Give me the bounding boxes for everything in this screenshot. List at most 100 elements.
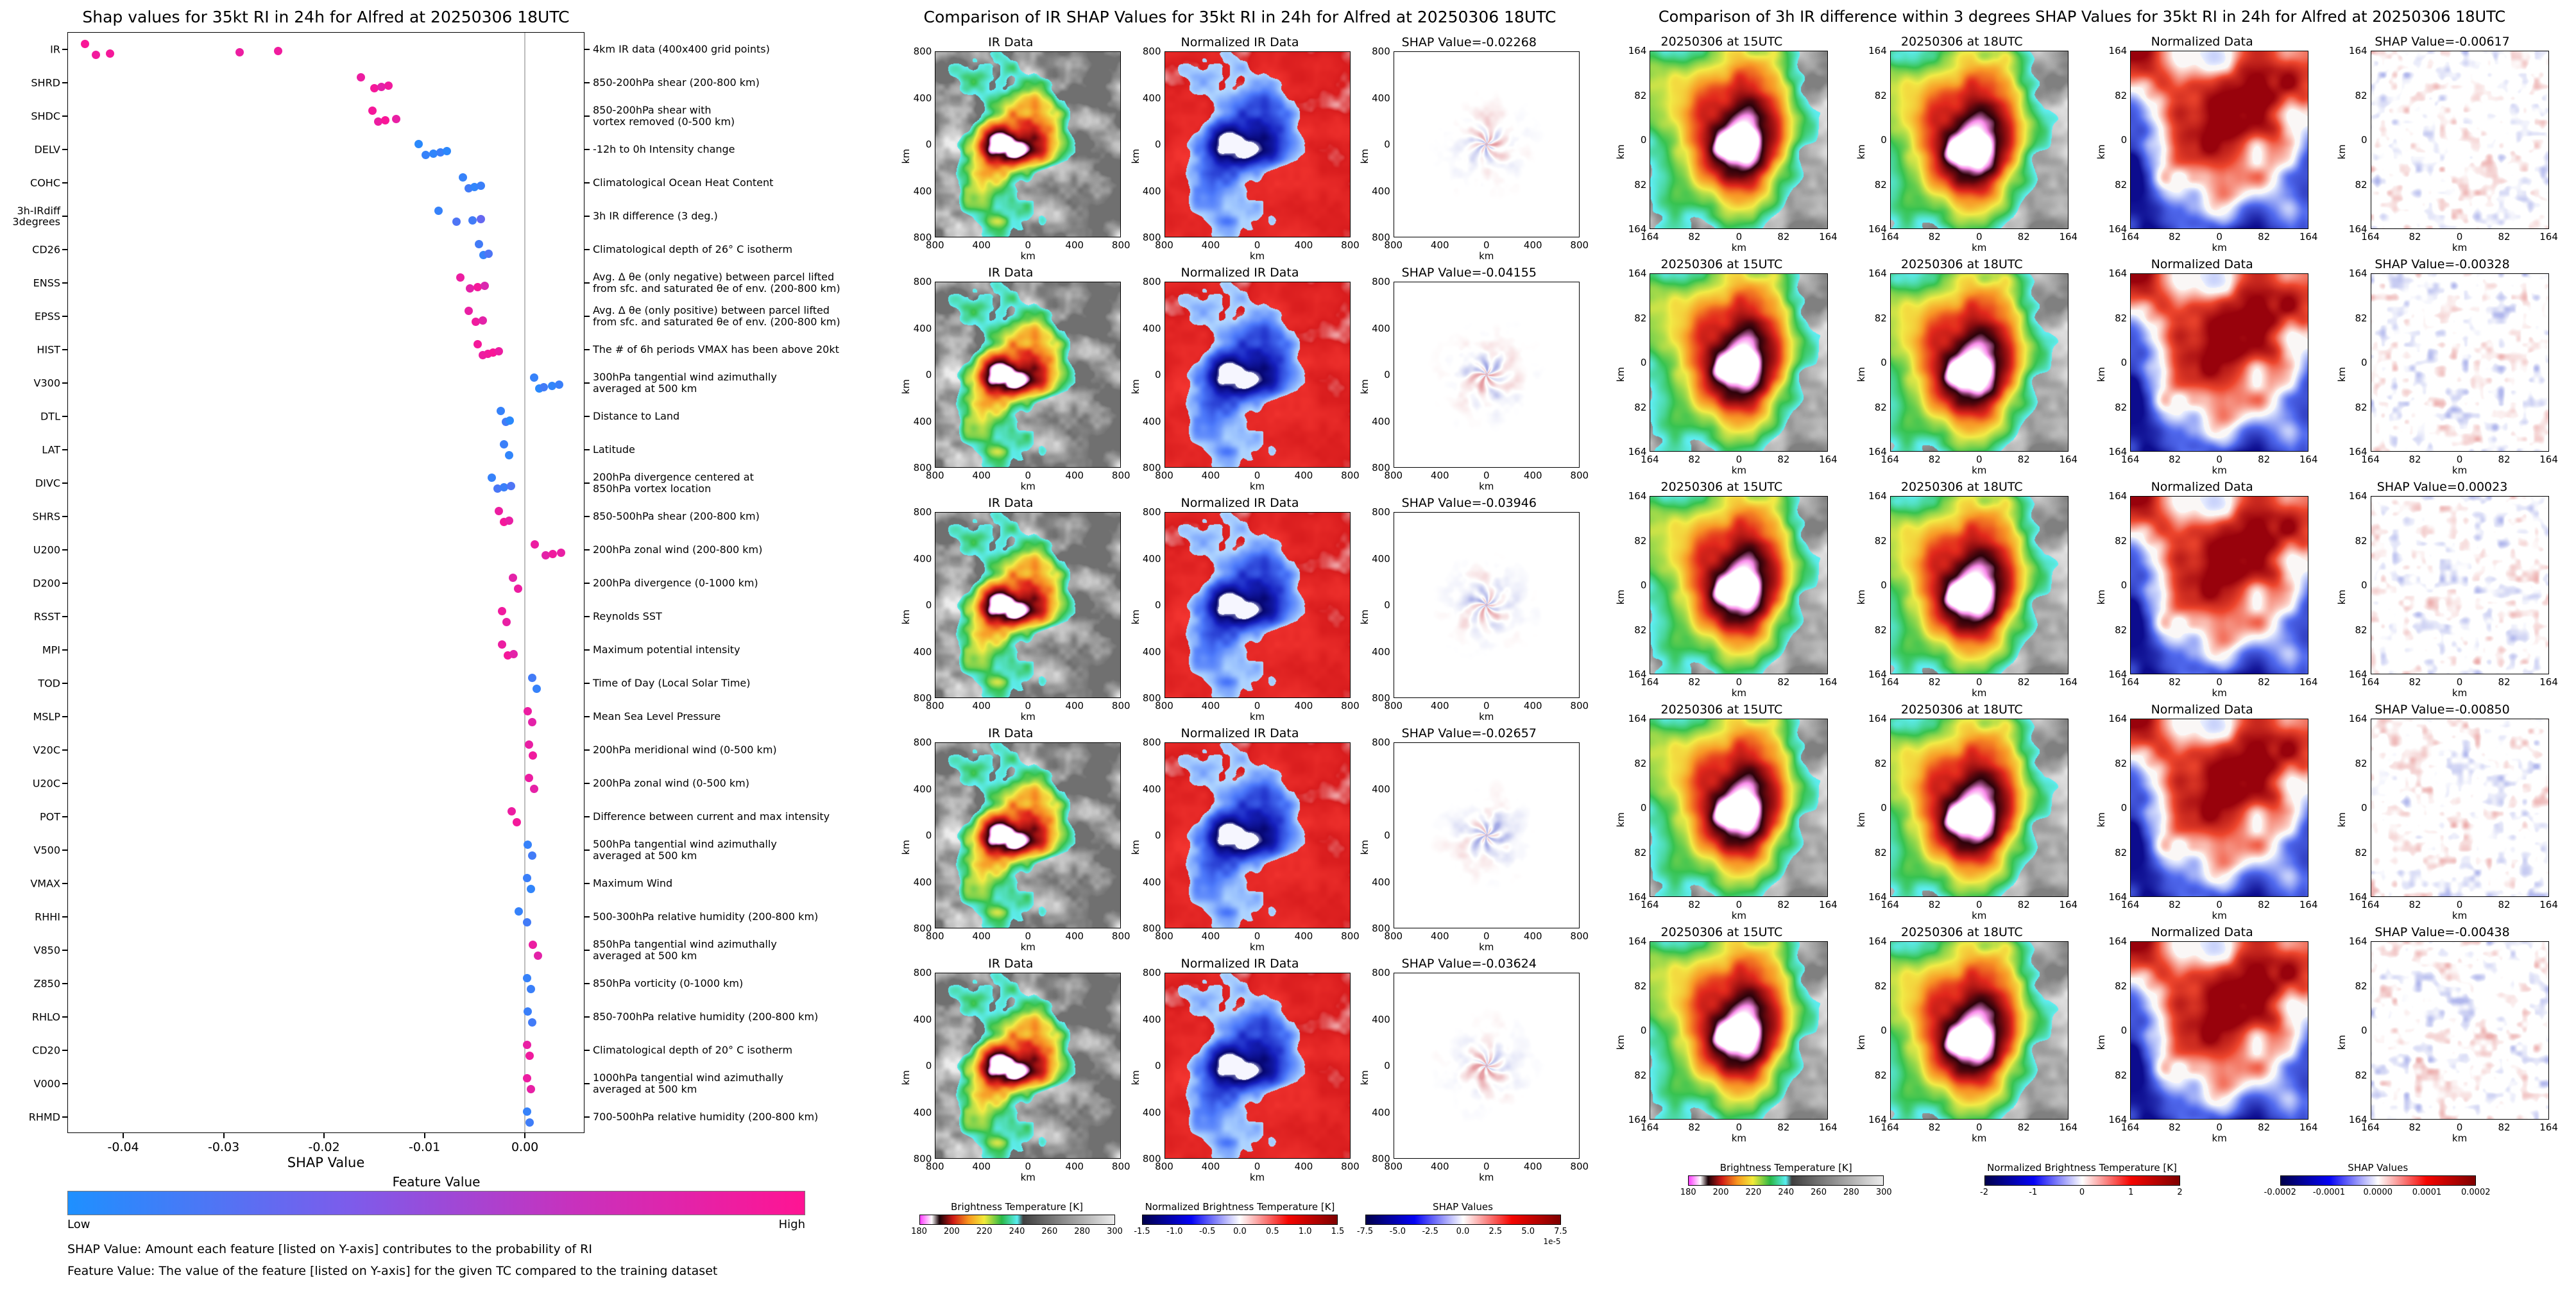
y-tick-label: 400 — [1372, 92, 1390, 104]
x-tick-label: 82 — [2169, 1122, 2181, 1133]
shap-dot — [499, 440, 508, 448]
x-tick-label: 800 — [1570, 930, 1589, 942]
panel-title: 20250306 at 18UTC — [1900, 480, 2023, 494]
feature-description: 700-500hPa relative humidity (200-800 km… — [593, 1111, 819, 1123]
colorbar-exponent: 1e-5 — [1543, 1237, 1561, 1246]
y-tick-label: 82 — [2115, 534, 2128, 547]
colorbar-tick-label: 0.5 — [1265, 1227, 1279, 1236]
y-axis-label: km — [2095, 144, 2108, 160]
image-panel: 20250306 at 18UTC km 164 82 0 82 164 164 82 0 82 16… — [1855, 480, 2077, 699]
shap-dot — [429, 149, 438, 158]
panel-stack: 164 82 0 82 164 km — [2361, 273, 2558, 476]
colorbar-tick-label: 0.0001 — [2412, 1188, 2442, 1197]
shap-dot — [377, 83, 386, 92]
panel-stack: 164 82 0 82 164 km — [1641, 496, 1838, 699]
panel-row: 20250306 at 15UTC km 164 82 0 82 164 164 82 0 82 16… — [1588, 257, 2576, 476]
panel-image-grain — [2370, 273, 2549, 452]
x-tick-label: 164 — [2120, 231, 2140, 243]
y-tick-label: 82 — [1874, 757, 1887, 769]
y-axis-label: km — [1129, 149, 1141, 164]
x-tick-label: 0 — [2456, 231, 2463, 243]
y-tick-label: 82 — [1634, 980, 1647, 992]
shap-dot — [531, 540, 540, 549]
x-tick-labels: 164 82 0 82 164 — [2361, 674, 2558, 688]
panel-row: IR Data km 800 400 0 400 800 800 400 0 400 800 km Nor… — [892, 957, 1589, 1183]
x-tick-labels: 164 82 0 82 164 — [2361, 452, 2558, 465]
y-tick-label: 400 — [913, 415, 932, 427]
x-tick-label: 400 — [1294, 239, 1313, 251]
y-tick-mark-left — [62, 482, 68, 484]
x-tick-label: 0 — [1254, 239, 1261, 251]
x-tick-label: 164 — [1641, 899, 1659, 910]
y-tick-label: 400 — [1142, 92, 1161, 104]
panel-image-zoomA — [1650, 51, 1829, 229]
shap-dot — [487, 473, 496, 482]
y-tick-label: 0 — [1154, 1060, 1161, 1071]
x-axis-label: km — [1249, 250, 1265, 262]
feature-name: RHMD — [28, 1111, 60, 1123]
y-tick-label: 82 — [1634, 89, 1647, 101]
x-tick-label: 164 — [1819, 899, 1838, 910]
image-panel: IR Data km 800 400 0 400 800 800 400 0 400 800 km — [900, 726, 1130, 953]
feature-description: Mean Sea Level Pressure — [593, 710, 721, 722]
image-panel: Normalized IR Data km 800 400 0 400 800 800 400 0… — [1129, 726, 1360, 953]
y-tick-mark-right — [584, 816, 590, 817]
shap-dot — [368, 106, 377, 115]
x-axis-label: km — [1479, 711, 1494, 722]
colorbar-tick-label: 220 — [976, 1227, 993, 1236]
panel-row: IR Data km 800 400 0 400 800 800 400 0 400 800 km Nor… — [892, 35, 1589, 262]
shap-dot — [478, 316, 487, 325]
y-tick-label: 164 — [1868, 713, 1887, 724]
y-axis-label: km — [1129, 840, 1141, 855]
y-tick-label: 164 — [1868, 1114, 1887, 1125]
y-tick-labels: 164 82 0 82 164 — [1628, 713, 1650, 903]
colorbar-tick-label: -2 — [1980, 1188, 1988, 1197]
panel-stack: 164 82 0 82 164 km — [2361, 496, 2558, 699]
y-tick-mark-right — [584, 916, 590, 918]
panel-image-ir — [935, 512, 1122, 698]
shap-dot — [497, 406, 506, 415]
shap-dot — [494, 346, 503, 355]
x-tick-label: 164 — [2361, 676, 2380, 688]
x-tick-label: 800 — [1111, 1161, 1130, 1172]
colorbar-label: SHAP Values — [1433, 1201, 1493, 1213]
colorbar-tick-labels: -2 -1 0 1 2 — [1980, 1186, 2183, 1197]
panel-body: km 164 82 0 82 164 164 82 0 82 164 km — [2336, 490, 2558, 699]
feature-name: RSST — [33, 610, 60, 623]
panel-title: 20250306 at 15UTC — [1660, 925, 1783, 939]
panel-image-zoomA — [1650, 273, 1829, 452]
x-axis-label: km — [1972, 1132, 1987, 1144]
y-tick-label: 164 — [2108, 669, 2128, 680]
x-tick-label: 400 — [1430, 930, 1449, 942]
colorbar-tick-label: 300 — [1875, 1188, 1892, 1197]
y-axis-label: km — [900, 610, 912, 625]
y-tick-labels: 800 400 0 400 800 — [913, 737, 935, 934]
x-tick-label: 0 — [1976, 1122, 1983, 1133]
y-tick-label: 0 — [1154, 369, 1161, 380]
panel-title: SHAP Value=0.00023 — [2376, 480, 2508, 494]
x-tick-label: 164 — [2120, 1122, 2140, 1133]
image-panel: Normalized Data km 164 82 0 82 164 164 82 0 82 164 k… — [2095, 703, 2317, 921]
x-tick-label: 82 — [2169, 676, 2181, 688]
x-tick-label: 800 — [1384, 239, 1403, 251]
feature-name: D200 — [33, 577, 60, 590]
shap-dot — [484, 250, 493, 259]
x-tick-label: 0 — [1736, 676, 1743, 688]
x-tick-label: 82 — [2017, 899, 2030, 910]
y-tick-labels: 164 82 0 82 164 — [1868, 490, 1890, 680]
y-tick-mark-right — [584, 516, 590, 517]
y-tick-label: 82 — [2355, 401, 2367, 413]
x-tick-label: 800 — [1384, 1161, 1403, 1172]
y-tick-labels: 164 82 0 82 164 — [1868, 713, 1890, 903]
y-tick-mark-left — [62, 416, 68, 417]
y-tick-mark-right — [584, 616, 590, 617]
y-tick-label: 82 — [1874, 1069, 1887, 1081]
shap-dot — [471, 318, 480, 327]
x-tick-label: 800 — [1111, 239, 1130, 251]
panel-title: SHAP Value=-0.00328 — [2375, 257, 2510, 271]
panel-stack: 800 400 0 400 800 km — [1155, 512, 1360, 722]
feature-description: 500-300hPa relative humidity (200-800 km… — [593, 910, 819, 923]
x-tick-labels: 800 400 0 400 800 — [926, 237, 1130, 251]
y-tick-label: 164 — [1868, 490, 1887, 502]
shap-dot — [92, 51, 101, 60]
